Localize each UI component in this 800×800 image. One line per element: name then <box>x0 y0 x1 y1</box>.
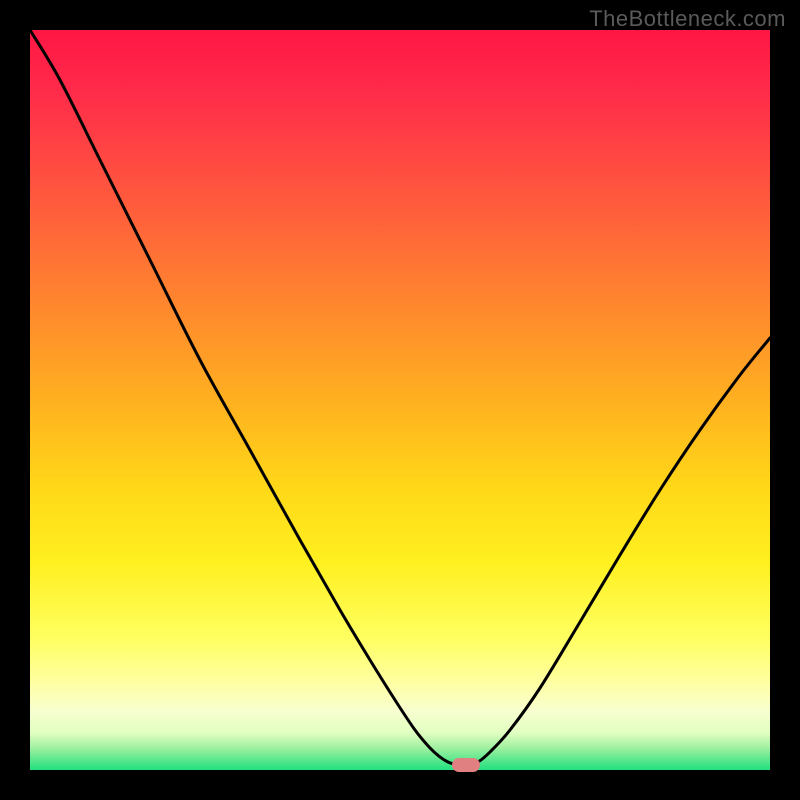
gradient-background <box>30 30 770 770</box>
chart-container: TheBottleneck.com <box>0 0 800 800</box>
optimal-marker <box>452 758 480 772</box>
bottleneck-chart <box>0 0 800 800</box>
watermark-text: TheBottleneck.com <box>589 6 786 32</box>
